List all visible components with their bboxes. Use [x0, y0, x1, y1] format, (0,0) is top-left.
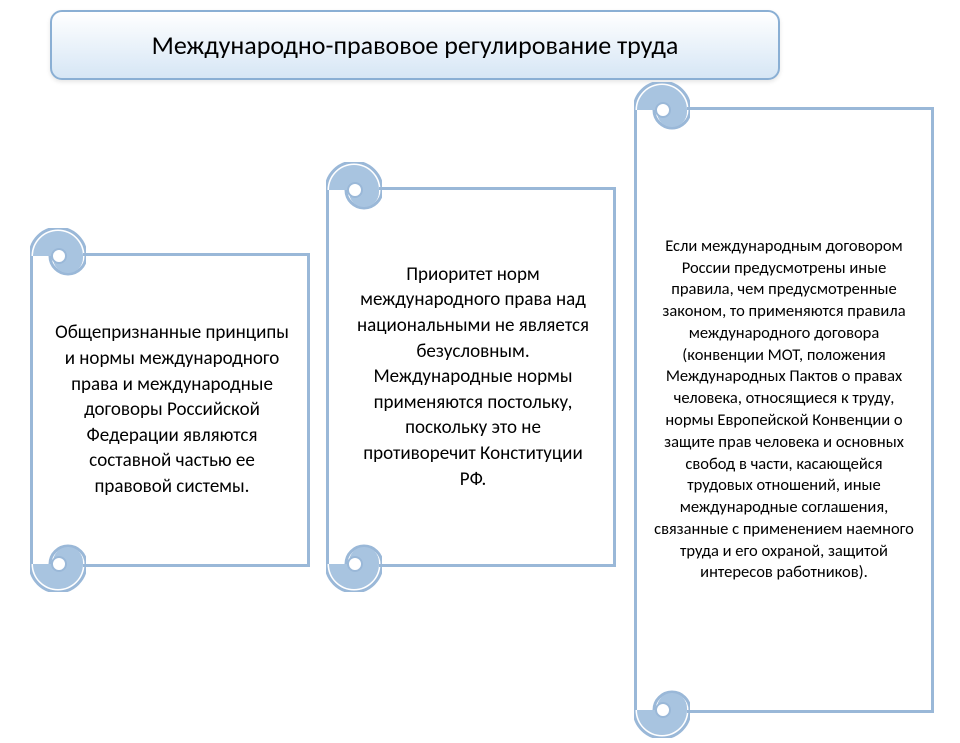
scroll-curl-icon [326, 536, 382, 592]
scroll-text-2: Приоритет норм международного права над … [329, 190, 613, 564]
scroll-panel-3: Если международным договором России пред… [634, 110, 934, 710]
scroll-text-3: Если международным договором России пред… [637, 110, 931, 710]
scroll-edge [83, 564, 310, 567]
scroll-edge [687, 710, 934, 713]
scroll-panel-1: Общепризнанные принципы и нормы междунар… [30, 256, 310, 564]
scroll-curl-icon [634, 682, 690, 738]
scroll-curl-icon [30, 536, 86, 592]
scroll-text-1: Общепризнанные принципы и нормы междунар… [33, 256, 307, 564]
title-box: Международно-правовое регулирование труд… [50, 10, 780, 80]
page-title: Международно-правовое регулирование труд… [152, 29, 679, 61]
scroll-edge [379, 564, 616, 567]
scroll-panel-2: Приоритет норм международного права над … [326, 190, 616, 564]
scroll-curl-icon [30, 228, 86, 284]
scroll-edge [379, 187, 616, 190]
scroll-edge [83, 253, 310, 256]
scroll-edge [687, 107, 934, 110]
scroll-curl-icon [634, 82, 690, 138]
scroll-curl-icon [326, 162, 382, 218]
